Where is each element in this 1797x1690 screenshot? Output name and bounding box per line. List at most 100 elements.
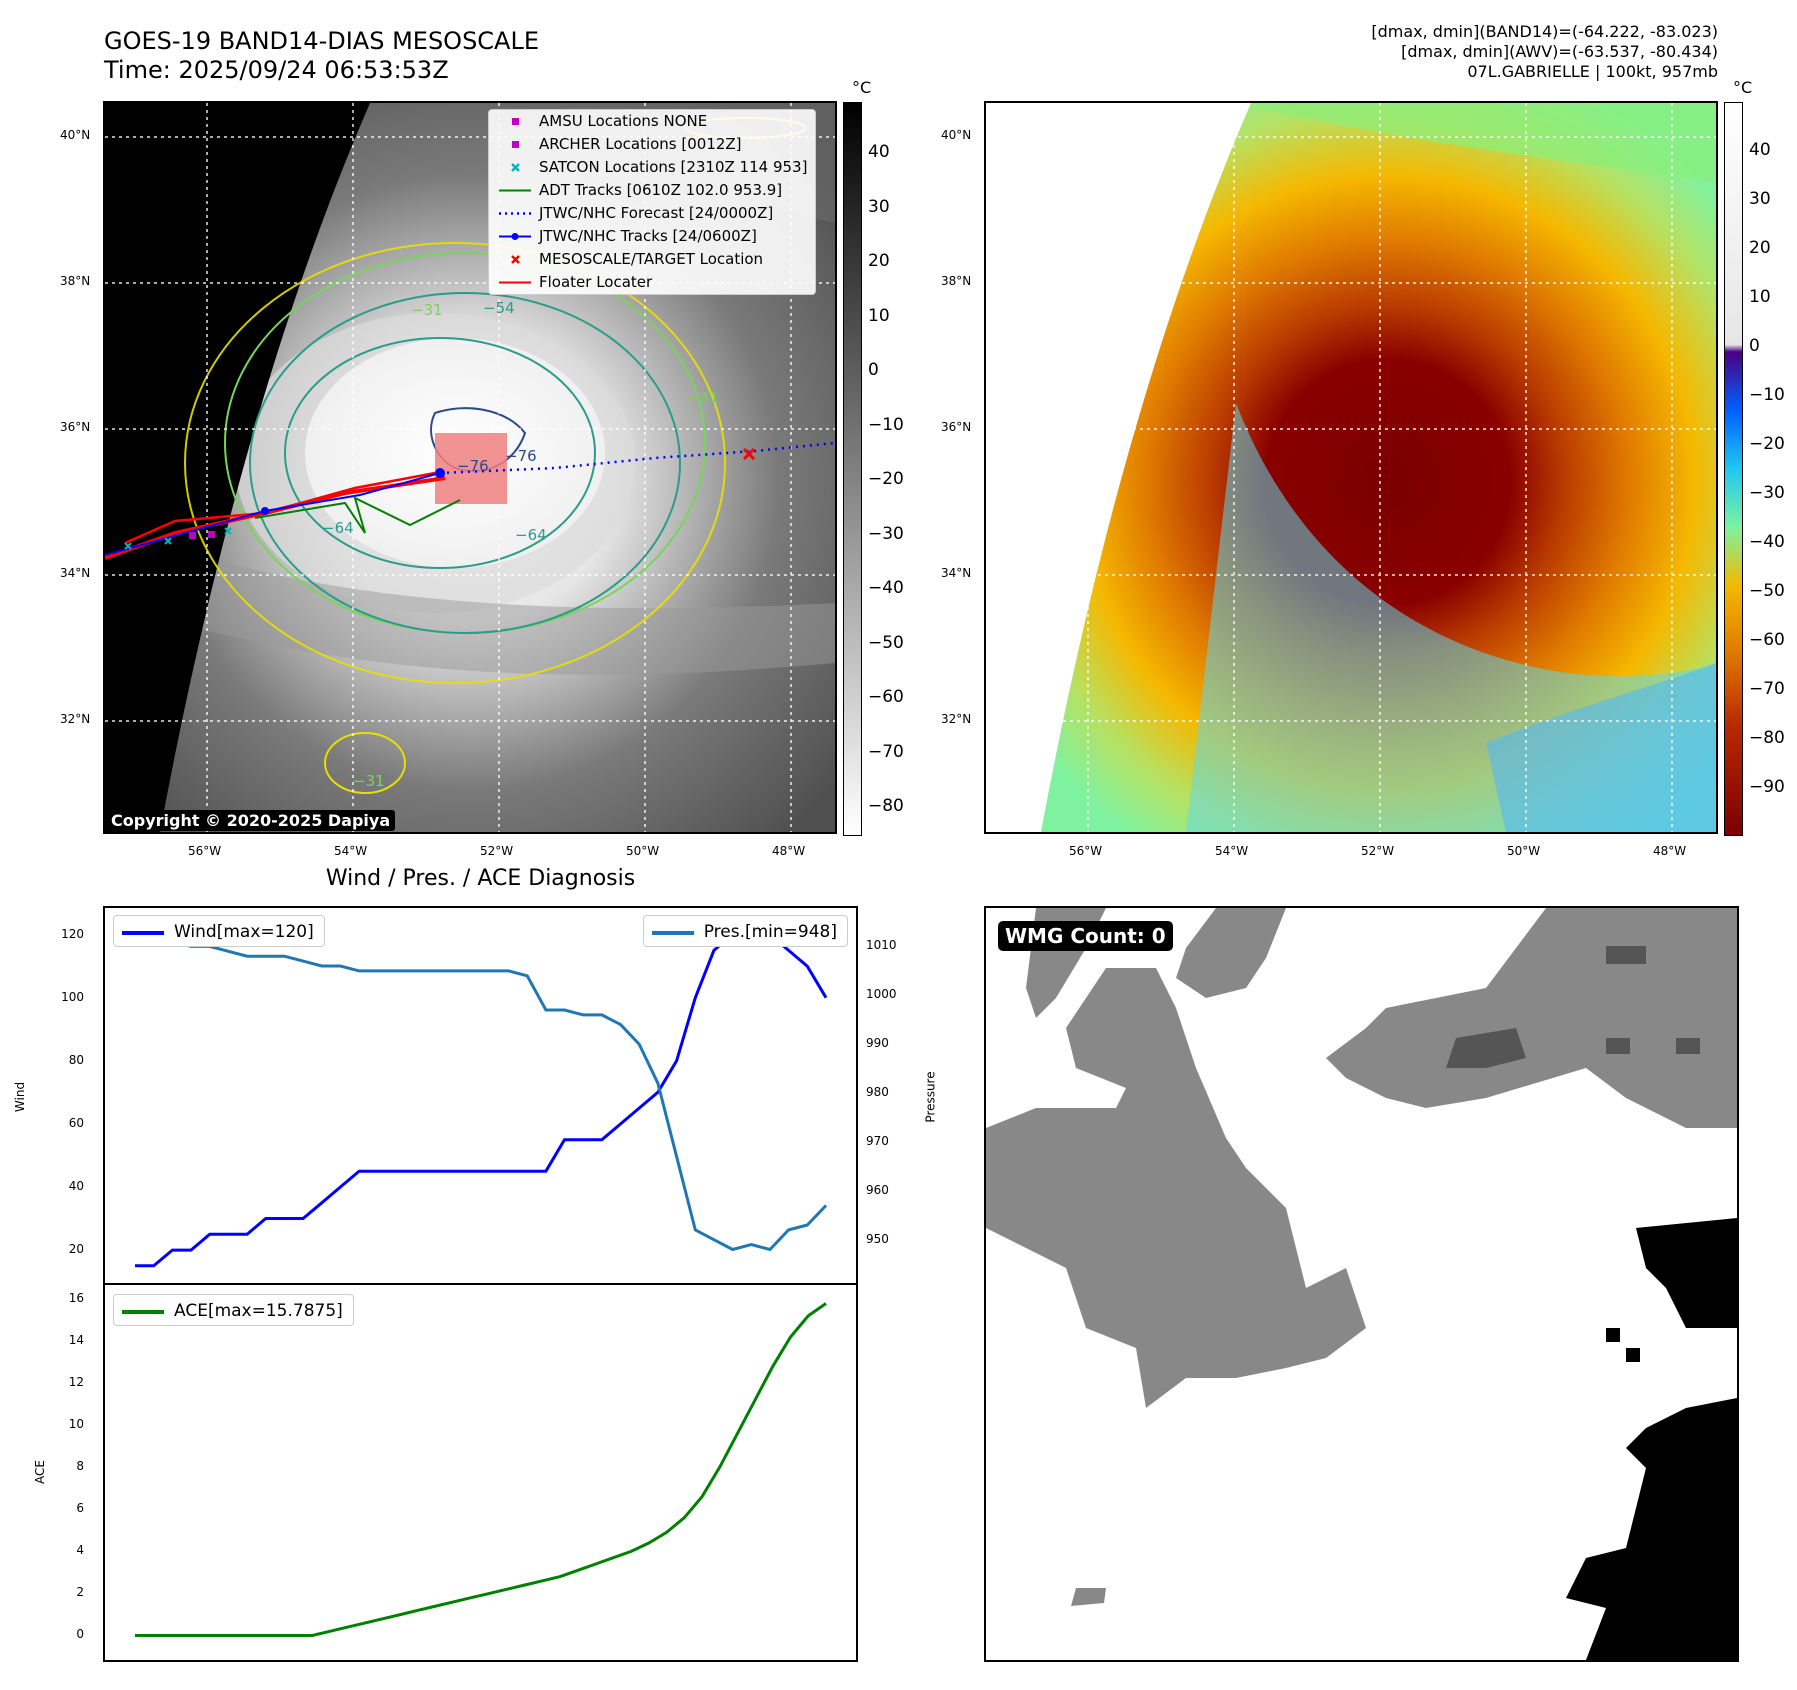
pressure-legend-swatch [651, 931, 694, 935]
diagnosis-title: Wind / Pres. / ACE Diagnosis [325, 866, 636, 891]
colorbar-tick-label: −30 [868, 523, 904, 544]
lon-label: 48°W [1653, 844, 1687, 858]
ir-map-panel[interactable]: −31 −54 −64 −64 −76 −76 −31 −31 AMSU Loc… [103, 101, 837, 834]
ace-tick-label: 8 [76, 1459, 84, 1474]
lat-label: 36°N [60, 420, 91, 434]
contour-label: −64 [515, 526, 547, 544]
colorbar-tick-label: −30 [1749, 483, 1785, 503]
copyright-label: Copyright © 2020-2025 Dapiya [106, 810, 396, 831]
ace-series-line [135, 1302, 827, 1637]
colorbar-tick-label: −70 [1749, 679, 1785, 699]
colorbar-unit: °C [852, 78, 872, 97]
awv-map-panel[interactable] [984, 101, 1718, 834]
colorbar-tick-label: 30 [868, 196, 890, 217]
contour-label: −54 [483, 299, 515, 317]
lat-label: 36°N [941, 420, 972, 434]
contour-label: −76 [505, 447, 537, 465]
lat-label: 34°N [60, 566, 91, 580]
solid-line-icon [499, 281, 531, 284]
wind-legend: Wind[max=120] [113, 915, 325, 947]
colorbar-tick-label: −10 [1749, 385, 1785, 405]
lat-label: 32°N [60, 712, 91, 726]
pressure-tick-label: 960 [866, 1182, 889, 1197]
ace-tick-label: 6 [76, 1501, 84, 1516]
ace-panel[interactable]: ACE[max=15.7875] [103, 1283, 858, 1662]
ace-tick-label: 10 [68, 1417, 84, 1432]
square-marker-icon [512, 118, 519, 125]
colorbar-tick-label: 0 [868, 360, 879, 380]
pressure-tick-label: 970 [866, 1133, 889, 1148]
wind-legend-swatch [122, 931, 164, 935]
wind-tick-label: 20 [68, 1242, 84, 1257]
colorbar-tick-label: −80 [868, 796, 904, 816]
legend-item-mesoscale: MESOSCALE/TARGET Location [489, 248, 815, 271]
ace-tick-label: 12 [68, 1375, 84, 1390]
pressure-series-line [135, 935, 828, 1252]
wmg-count-badge: WMG Count: 0 [998, 921, 1173, 951]
colorbar-tick-label: −90 [1749, 777, 1785, 797]
legend-item-satcon: SATCON Locations [2310Z 114 953] [489, 156, 815, 179]
title-line-1: GOES-19 BAND14-DIAS MESOSCALE [104, 27, 540, 55]
lon-label: 56°W [188, 844, 222, 858]
ace-plot [135, 1302, 827, 1637]
colorbar-tick-label: −60 [868, 687, 904, 707]
colorbar-tick-label: 20 [1749, 238, 1771, 258]
contour-label: −31 [353, 772, 385, 790]
lon-label: 54°W [1215, 844, 1249, 858]
ace-legend: ACE[max=15.7875] [113, 1294, 354, 1326]
pressure-tick-label: 980 [866, 1085, 889, 1100]
wind-tick-label: 120 [61, 926, 84, 941]
lon-label: 50°W [1507, 844, 1541, 858]
ace-tick-label: 16 [68, 1291, 84, 1305]
lat-label: 40°N [941, 128, 972, 142]
colorbar-tick-label: −40 [1749, 532, 1785, 552]
colorbar-tick-label: 10 [868, 305, 890, 326]
wind-pressure-panel[interactable]: Wind[max=120] Pres.[min=948] [103, 906, 858, 1285]
lat-label: 34°N [941, 566, 972, 580]
x-marker-icon [511, 163, 520, 172]
colorbar-unit: °C [1733, 78, 1753, 97]
wind-tick-label: 60 [68, 1115, 84, 1130]
pressure-tick-label: 950 [866, 1231, 889, 1246]
ace-tick-label: 0 [76, 1627, 84, 1642]
legend-item-tracks: JTWC/NHC Tracks [24/0600Z] [489, 225, 815, 248]
title-line-2: Time: 2025/09/24 06:53:53Z [104, 56, 449, 84]
colorbar-tick-label: −20 [868, 469, 904, 489]
storm-info: [dmax, dmin](BAND14)=(-64.222, -83.023) … [1371, 22, 1718, 82]
wind-axis-label: Wind [13, 1081, 28, 1113]
info-line-3: 07L.GABRIELLE | 100kt, 957mb [1467, 62, 1718, 81]
square-marker-icon [512, 141, 519, 148]
colorbar-tick-label: −80 [1749, 728, 1785, 748]
lon-label: 50°W [626, 844, 660, 858]
wind-pressure-plot [135, 933, 828, 1268]
colorbar-tick-label: −50 [1749, 581, 1785, 601]
legend-item-amsu: AMSU Locations NONE [489, 110, 815, 133]
pressure-tick-label: 1010 [866, 938, 897, 953]
pressure-tick-label: 990 [866, 1036, 889, 1051]
ir-colorbar [843, 102, 862, 836]
awv-map-image [986, 103, 1716, 832]
ace-tick-label: 2 [76, 1585, 84, 1600]
pressure-axis-label: Pressure [923, 1071, 938, 1123]
colorbar-tick-label: −20 [1749, 434, 1785, 454]
lat-label: 38°N [941, 274, 972, 288]
wind-tick-label: 40 [68, 1178, 84, 1193]
colorbar-tick-label: 0 [1749, 336, 1760, 356]
legend-item-archer: ARCHER Locations [0012Z] [489, 133, 815, 156]
colorbar-tick-label: 40 [868, 142, 890, 162]
colorbar-tick-label: 20 [868, 251, 890, 271]
lat-label: 40°N [60, 128, 91, 142]
pressure-legend: Pres.[min=948] [642, 915, 848, 947]
solid-line-icon [499, 189, 531, 192]
wmg-panel[interactable]: WMG Count: 0 [984, 906, 1739, 1662]
colorbar-tick-label: 30 [1749, 189, 1771, 209]
colorbar-tick-label: −60 [1749, 630, 1785, 650]
legend-item-floater: Floater Locater [489, 271, 815, 294]
colorbar-tick-label: −10 [868, 414, 904, 435]
wind-series-line [135, 933, 828, 1268]
ace-axis-label: ACE [32, 1460, 47, 1484]
dotted-line-icon [499, 212, 531, 215]
lon-label: 52°W [480, 844, 514, 858]
legend-item-forecast: JTWC/NHC Forecast [24/0000Z] [489, 202, 815, 225]
colorbar-tick-label: 10 [1749, 287, 1771, 307]
